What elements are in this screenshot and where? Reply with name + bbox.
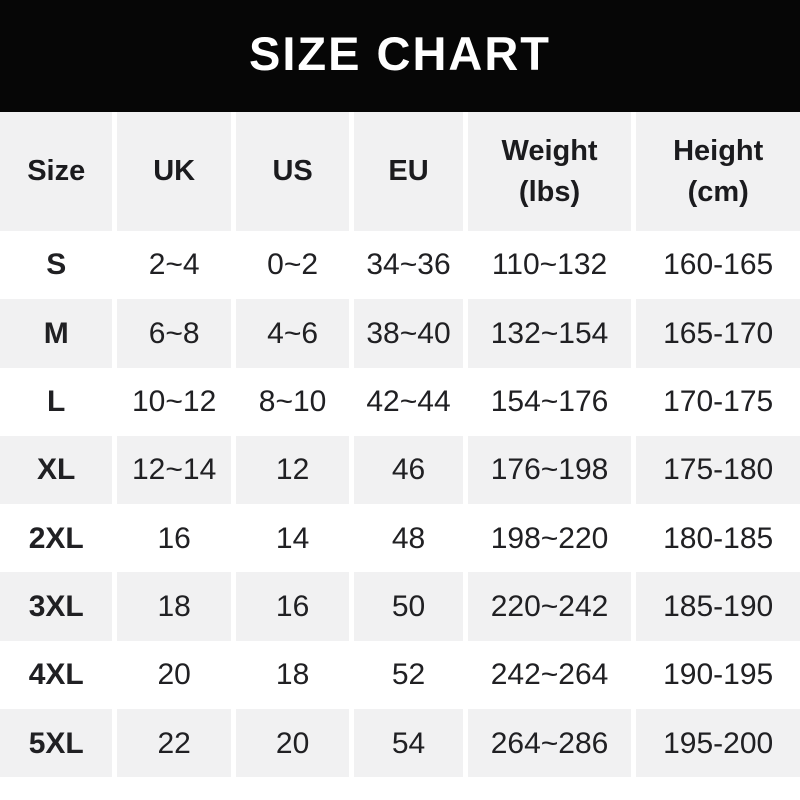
cell-size: M (0, 299, 113, 368)
header-sublabel-height-unit: (cm) (687, 175, 749, 208)
cell-weight: 242~264 (467, 640, 632, 710)
cell-height: 180-185 (636, 504, 800, 573)
header-cell-weight: Weight (lbs) (467, 112, 632, 231)
cell-us: 16 (235, 572, 350, 641)
header-label-eu: EU (388, 155, 429, 188)
cell-uk: 10~12 (117, 367, 231, 436)
cell-height: 190-195 (636, 640, 800, 710)
cell-uk: 16 (117, 504, 231, 573)
cell-height: 170-175 (636, 367, 800, 436)
header-sublabel-weight-unit: (lbs) (518, 175, 581, 208)
cell-eu: 38~40 (354, 299, 463, 368)
cell-us: 14 (235, 504, 350, 573)
header-label-uk: UK (153, 155, 196, 188)
cell-eu: 50 (354, 572, 463, 641)
cell-weight: 154~176 (467, 367, 632, 436)
cell-us: 18 (235, 640, 350, 710)
header-label-size: Size (27, 155, 86, 188)
page-title: SIZE CHART (249, 26, 551, 80)
cell-eu: 42~44 (354, 367, 463, 436)
cell-size: 2XL (0, 504, 113, 573)
header-cell-eu: EU (354, 112, 463, 231)
header-label-us: US (272, 155, 313, 188)
header-cell-size: Size (0, 112, 113, 231)
cell-size: XL (0, 435, 113, 505)
cell-uk: 12~14 (117, 435, 231, 505)
cell-weight: 198~220 (467, 504, 632, 573)
cell-eu: 46 (354, 435, 463, 505)
header-label-height: Height (673, 135, 764, 168)
banner: SIZE CHART (0, 0, 800, 112)
cell-uk: 2~4 (117, 231, 231, 300)
cell-height: 185-190 (636, 572, 800, 641)
header-label-weight: Weight (501, 135, 598, 168)
cell-us: 20 (235, 709, 350, 778)
cell-uk: 22 (117, 709, 231, 778)
cell-size: L (0, 367, 113, 436)
cell-uk: 18 (117, 572, 231, 641)
cell-size: 5XL (0, 709, 113, 778)
cell-weight: 132~154 (467, 299, 632, 368)
cell-us: 0~2 (235, 231, 350, 300)
cell-us: 4~6 (235, 299, 350, 368)
cell-size: S (0, 231, 113, 300)
cell-height: 160-165 (636, 231, 800, 300)
size-table: Size UK US EU Weight (lbs) Height (cm) S… (0, 112, 800, 778)
cell-weight: 220~242 (467, 572, 632, 641)
cell-size: 3XL (0, 572, 113, 641)
cell-height: 175-180 (636, 435, 800, 505)
cell-eu: 52 (354, 640, 463, 710)
cell-height: 165-170 (636, 299, 800, 368)
cell-weight: 264~286 (467, 709, 632, 778)
cell-size: 4XL (0, 640, 113, 710)
cell-height: 195-200 (636, 709, 800, 778)
cell-eu: 54 (354, 709, 463, 778)
header-cell-height: Height (cm) (636, 112, 800, 231)
cell-eu: 48 (354, 504, 463, 573)
cell-uk: 20 (117, 640, 231, 710)
cell-eu: 34~36 (354, 231, 463, 300)
cell-weight: 176~198 (467, 435, 632, 505)
cell-us: 8~10 (235, 367, 350, 436)
cell-weight: 110~132 (467, 231, 632, 300)
header-cell-us: US (235, 112, 350, 231)
cell-uk: 6~8 (117, 299, 231, 368)
cell-us: 12 (235, 435, 350, 505)
header-cell-uk: UK (117, 112, 231, 231)
